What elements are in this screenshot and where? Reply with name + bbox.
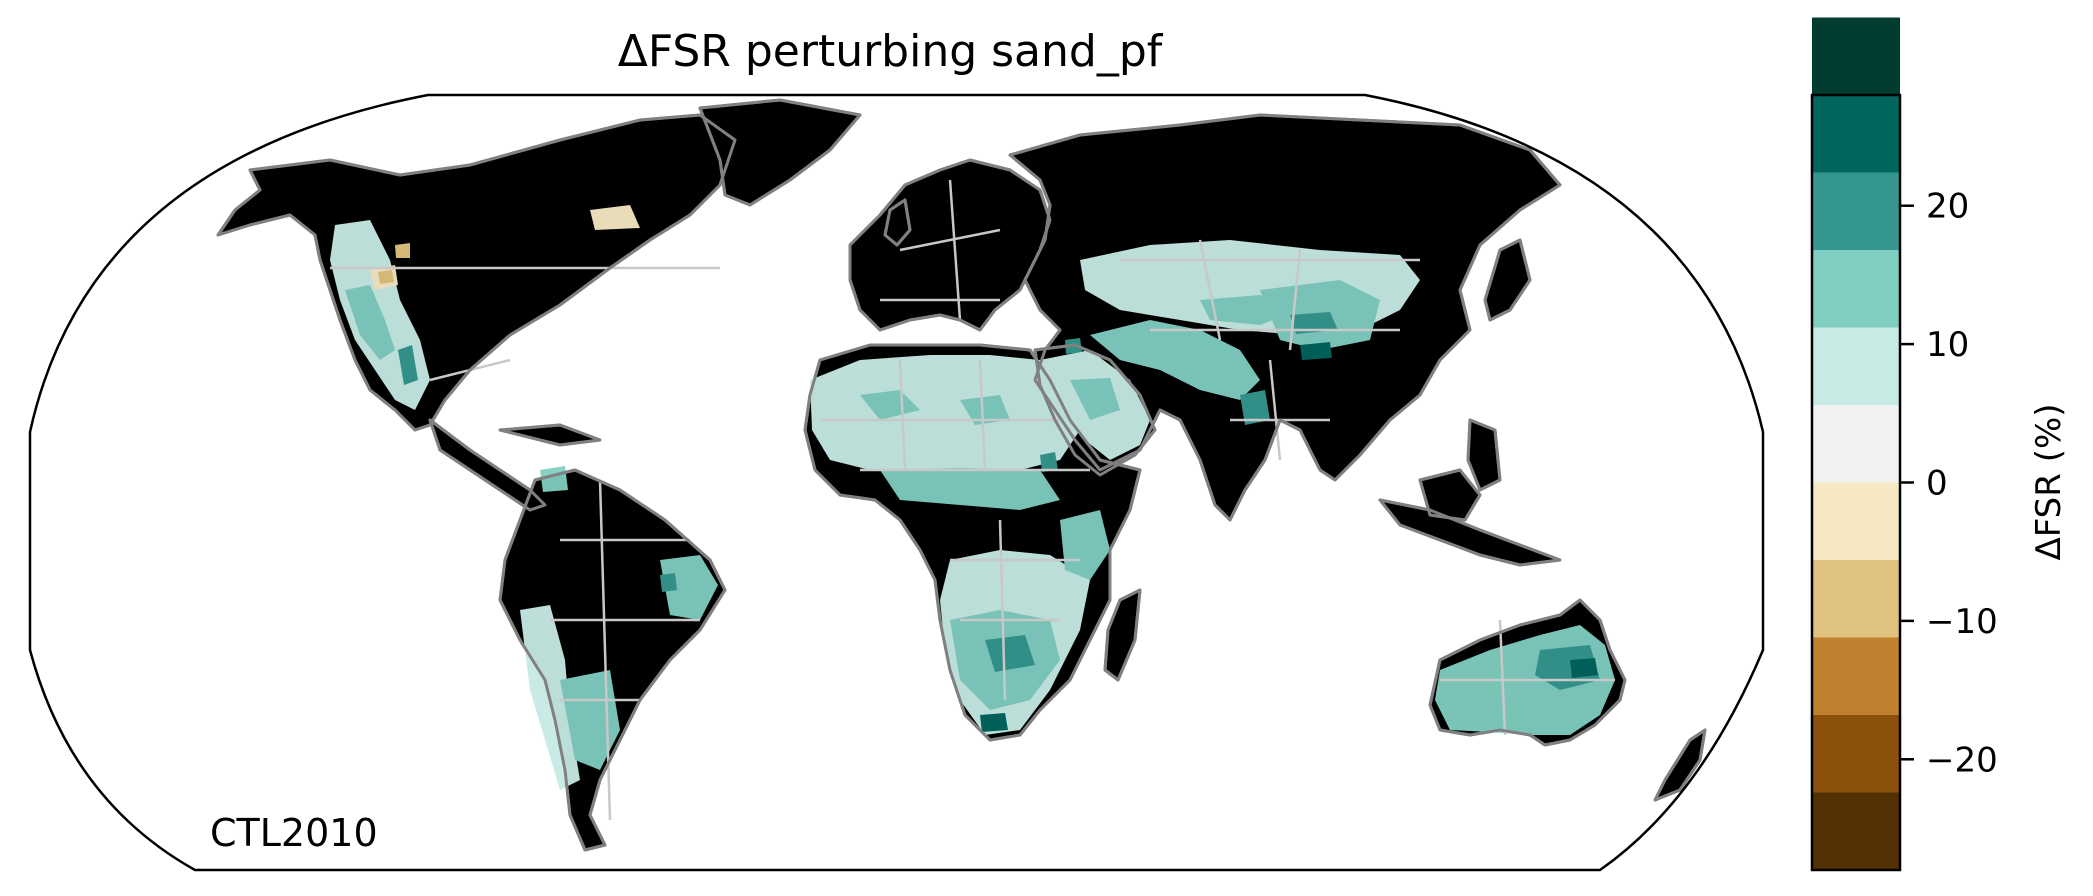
map-content <box>216 98 1707 852</box>
map-panel: CTL2010 <box>28 93 1765 872</box>
patch-sahara-mid <box>860 390 920 420</box>
patch-east-africa <box>1060 510 1110 580</box>
colorbar-tick-label: −20 <box>1926 740 1998 780</box>
patch-sahara-mid2 <box>960 395 1010 425</box>
colorbar-swatch <box>1812 405 1900 483</box>
colorbar-tick-label: 0 <box>1926 464 1948 504</box>
patch-pacific-northwest-neg <box>378 270 394 284</box>
colorbar-swatch <box>1812 95 1900 173</box>
colorbar-tick-label: 20 <box>1926 187 1969 227</box>
globe-outline <box>28 93 1765 872</box>
patch-brazil-strong <box>660 573 677 592</box>
colorbar-swatches <box>1812 17 1900 870</box>
colorbar-ticks: 20 10 0 −10 −20 <box>1900 187 1998 780</box>
colorbar-swatch <box>1812 172 1900 250</box>
colorbar-swatch <box>1812 250 1900 328</box>
colorbar-swatch <box>1812 17 1900 95</box>
patch-western-north-america-peak <box>398 345 418 385</box>
colorbar-tick-label: −10 <box>1926 602 1998 642</box>
patch-middle-east <box>1090 320 1260 400</box>
patch-argentina <box>560 670 620 770</box>
patch-cape-strong <box>980 713 1008 732</box>
colorbar-swatch <box>1812 327 1900 405</box>
colorbar-swatch <box>1812 637 1900 715</box>
patch-hudson-bay <box>590 205 640 230</box>
patch-rockies-neg <box>395 243 410 258</box>
patch-sahel-strong <box>1040 452 1058 472</box>
colorbar-swatch <box>1812 792 1900 870</box>
patch-middle-east-strong <box>1240 390 1270 425</box>
patch-tibet-strong <box>1290 312 1338 334</box>
colorbar: 20 10 0 −10 −20 ΔFSR (%) <box>1810 17 2069 872</box>
colorbar-swatch <box>1812 482 1900 560</box>
patch-australia-peak <box>1570 658 1598 678</box>
patch-sahara <box>810 355 1080 475</box>
patch-kalahari-strong <box>985 635 1035 672</box>
patch-brazil <box>660 555 718 620</box>
colorbar-swatch <box>1812 560 1900 638</box>
patch-sahel <box>880 468 1060 510</box>
country-borders <box>330 179 1615 821</box>
patch-western-north-america-strong <box>345 285 395 360</box>
patch-arabia-mid <box>1070 378 1120 420</box>
map-title: ΔFSR perturbing sand_pf <box>618 26 1164 77</box>
map-label: CTL2010 <box>210 811 378 855</box>
colorbar-swatch <box>1812 715 1900 793</box>
colorbar-label: ΔFSR (%) <box>2029 403 2069 560</box>
colorbar-tick-label: 10 <box>1926 325 1969 365</box>
patch-gobi-strong <box>1300 342 1332 360</box>
